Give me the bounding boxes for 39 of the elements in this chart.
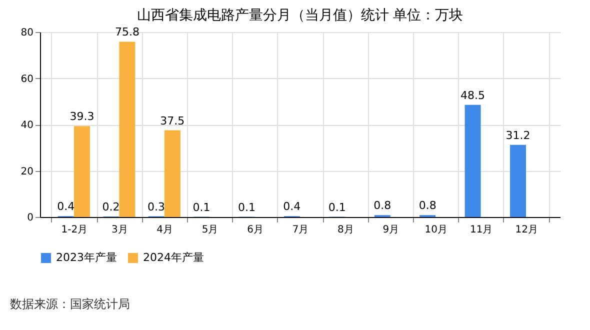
data-label: 0.2 [102,200,120,214]
source-note: 数据来源：国家统计局 [10,297,130,311]
x-tick-label: 4月 [156,224,174,236]
x-tick-label: 5月 [202,224,218,236]
data-label: 0.3 [148,200,166,214]
data-label: 75.8 [114,26,140,39]
data-label: 31.2 [506,128,530,142]
x-tick-label: 10月 [424,224,448,236]
data-label: 0.4 [283,200,301,214]
bar [510,144,526,217]
data-label: 0.8 [374,199,392,212]
x-tick-label: 9月 [382,224,400,236]
bar [464,104,481,217]
x-tick-label: 12月 [515,224,538,236]
chart-title: 山西省集成电路产量分月（当月值）统计 单位：万块 [136,8,464,24]
y-tick-label: 80 [20,28,34,38]
data-label: 39.3 [70,110,94,124]
data-label: 0.1 [192,200,210,214]
bar [74,126,90,217]
y-tick-label: 60 [20,74,34,85]
x-tick-label: 7月 [292,224,309,236]
legend-label: 2023年产量 [56,251,117,264]
x-tick-label: 3月 [111,224,128,236]
y-tick-label: 20 [20,166,34,178]
x-tick-label: 6月 [247,224,264,236]
data-label: 37.5 [160,114,185,128]
y-tick-label: 0 [27,212,34,224]
x-tick-label: 8月 [338,224,354,236]
data-label: 0.1 [238,200,256,214]
x-tick-label: 11月 [470,224,493,236]
data-label: 0.8 [418,199,436,212]
data-label: 0.1 [328,200,346,214]
x-tick-label: 1-2月 [61,224,88,236]
y-tick-label: 40 [20,120,34,131]
legend-label: 2024年产量 [143,251,204,264]
bar [119,42,136,217]
data-label: 48.5 [460,88,486,102]
bar [164,130,180,217]
data-label: 0.4 [57,200,75,214]
